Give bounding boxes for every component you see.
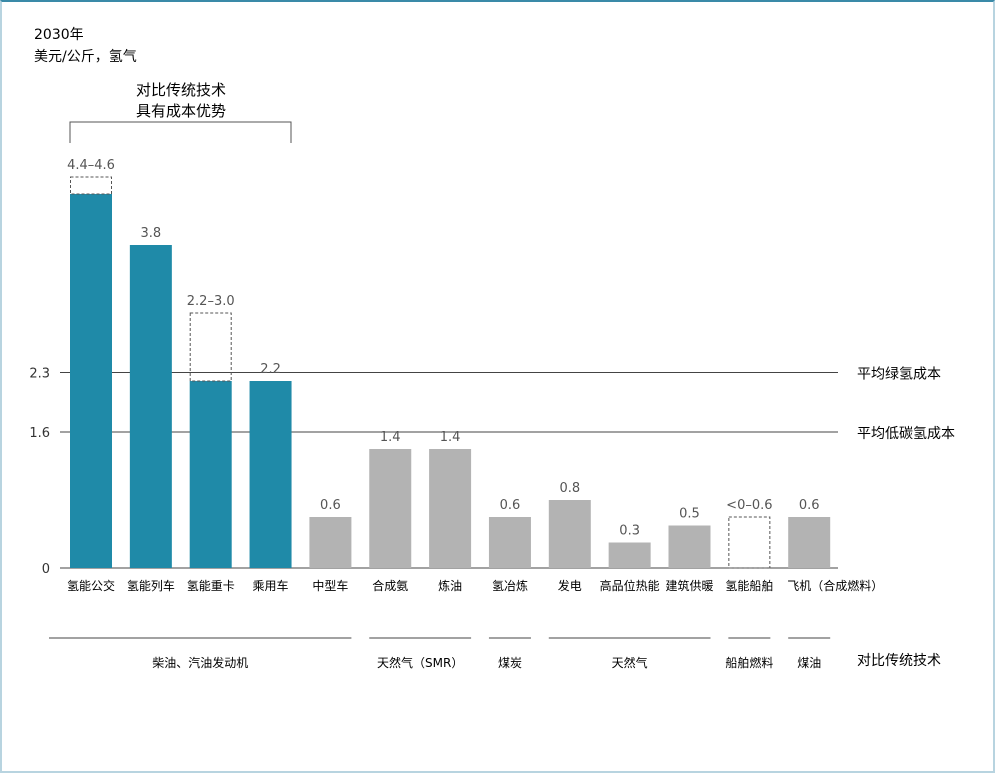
chart-unit: 美元/公斤，氢气 bbox=[34, 49, 137, 65]
bar bbox=[309, 517, 352, 568]
comparison-group-label: 天然气 bbox=[612, 655, 648, 670]
comparison-group-label: 天然气（SMR） bbox=[377, 655, 463, 670]
bar bbox=[70, 194, 112, 568]
data-label: 1.4 bbox=[440, 430, 461, 445]
bar bbox=[249, 381, 292, 568]
data-label: 0.6 bbox=[320, 498, 341, 513]
data-label: 0.8 bbox=[559, 481, 580, 496]
bar bbox=[788, 517, 831, 568]
bar bbox=[488, 517, 531, 568]
category-label: 合成氨 bbox=[372, 578, 408, 593]
data-label: 1.4 bbox=[380, 430, 401, 445]
data-label: 0.6 bbox=[500, 498, 521, 513]
bar bbox=[608, 542, 651, 568]
range-box bbox=[728, 516, 771, 569]
data-label: <0–0.6 bbox=[726, 498, 772, 513]
y-tick-label: 0 bbox=[42, 562, 50, 577]
comparison-title: 对比传统技术 bbox=[857, 653, 941, 669]
category-label: 建筑供暖 bbox=[665, 578, 713, 593]
reference-line-label: 平均低碳氢成本 bbox=[857, 426, 955, 442]
category-label: 氢能列车 bbox=[127, 578, 175, 593]
bar bbox=[189, 381, 232, 568]
bracket-label-1: 对比传统技术 bbox=[136, 81, 226, 99]
category-label: 中型车 bbox=[312, 578, 348, 593]
bar bbox=[369, 449, 412, 568]
data-label: 0.3 bbox=[619, 524, 640, 539]
bar bbox=[668, 525, 711, 568]
comparison-group-label: 煤炭 bbox=[498, 656, 522, 670]
reference-line-label: 平均绿氢成本 bbox=[857, 367, 941, 383]
y-tick-label: 2.3 bbox=[29, 367, 50, 382]
data-label: 0.6 bbox=[799, 498, 820, 513]
bar bbox=[548, 500, 591, 568]
bar bbox=[129, 245, 172, 568]
data-label: 3.8 bbox=[141, 226, 162, 241]
data-label: 4.4–4.6 bbox=[67, 158, 115, 173]
category-label: 氢冶炼 bbox=[492, 578, 528, 593]
range-box bbox=[189, 312, 232, 382]
data-label: 2.2 bbox=[260, 362, 281, 377]
category-label: 炼油 bbox=[438, 578, 462, 593]
category-label: 发电 bbox=[558, 578, 582, 593]
category-label: 乘用车 bbox=[253, 578, 289, 593]
category-label: 氢能公交 bbox=[67, 578, 115, 593]
comparison-group-label: 船舶燃料 bbox=[725, 655, 773, 670]
comparison-group-label: 煤油 bbox=[797, 656, 821, 670]
bar bbox=[429, 449, 472, 568]
range-box bbox=[70, 176, 112, 195]
category-label: 高品位热能 bbox=[600, 578, 660, 593]
data-label: 2.2–3.0 bbox=[187, 294, 235, 309]
data-label: 0.5 bbox=[679, 507, 700, 522]
bracket-label-2: 具有成本优势 bbox=[136, 102, 226, 120]
category-label: 氢能船舶 bbox=[725, 578, 773, 593]
chart-title-year: 2030年 bbox=[34, 27, 84, 43]
category-label: 飞机（合成燃料） bbox=[787, 578, 883, 593]
category-label: 氢能重卡 bbox=[187, 578, 235, 593]
comparison-group-label: 柴油、汽油发动机 bbox=[152, 655, 248, 670]
advantage-bracket bbox=[69, 121, 292, 143]
y-tick-label: 1.6 bbox=[29, 426, 50, 441]
